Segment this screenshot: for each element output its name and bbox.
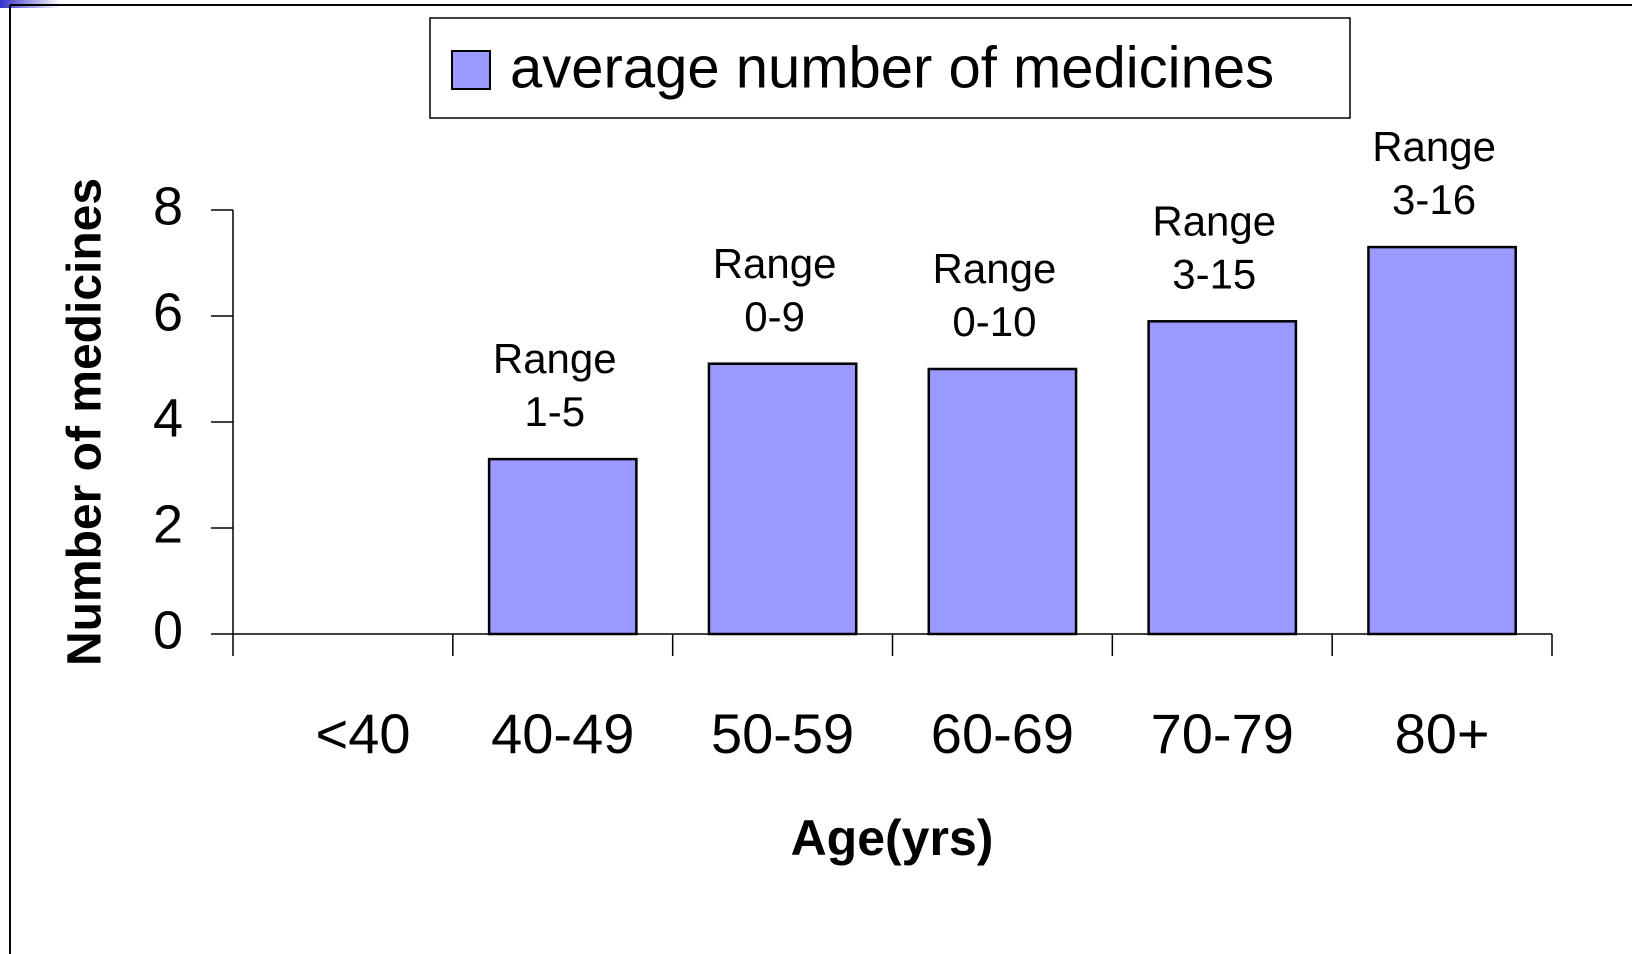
x-tick-label: 60-69 <box>931 702 1074 765</box>
legend-swatch <box>451 50 491 90</box>
x-axis-title: Age(yrs) <box>791 810 994 866</box>
range-label: Range <box>713 240 837 287</box>
y-tick-label: 4 <box>153 388 183 448</box>
x-tick-label: <40 <box>316 702 411 765</box>
bar <box>487 457 638 636</box>
y-tick-label: 0 <box>153 600 183 660</box>
x-tick-label: 70-79 <box>1151 702 1294 765</box>
range-label: Range <box>1372 123 1496 170</box>
range-label: 0-10 <box>952 298 1036 345</box>
range-label: 0-9 <box>744 293 805 340</box>
range-label: Range <box>493 335 617 382</box>
bar <box>927 367 1078 636</box>
y-tick-label: 8 <box>153 176 183 236</box>
x-tick-label: 50-59 <box>711 702 854 765</box>
bar <box>707 362 858 636</box>
x-tick-label: 40-49 <box>491 702 634 765</box>
bar <box>1147 320 1298 636</box>
range-label: 1-5 <box>524 388 585 435</box>
range-label: 3-16 <box>1392 176 1476 223</box>
range-label: Range <box>933 245 1057 292</box>
bar <box>1367 245 1517 636</box>
y-axis-title: Number of medicines <box>59 178 112 666</box>
x-tick-label: 80+ <box>1395 702 1490 765</box>
legend-box <box>429 17 1351 119</box>
y-tick-label: 2 <box>153 494 183 554</box>
range-label: Range <box>1152 197 1276 244</box>
y-tick-label: 6 <box>153 282 183 342</box>
range-label: 3-15 <box>1172 250 1256 297</box>
legend-label: average number of medicines <box>510 35 1274 100</box>
